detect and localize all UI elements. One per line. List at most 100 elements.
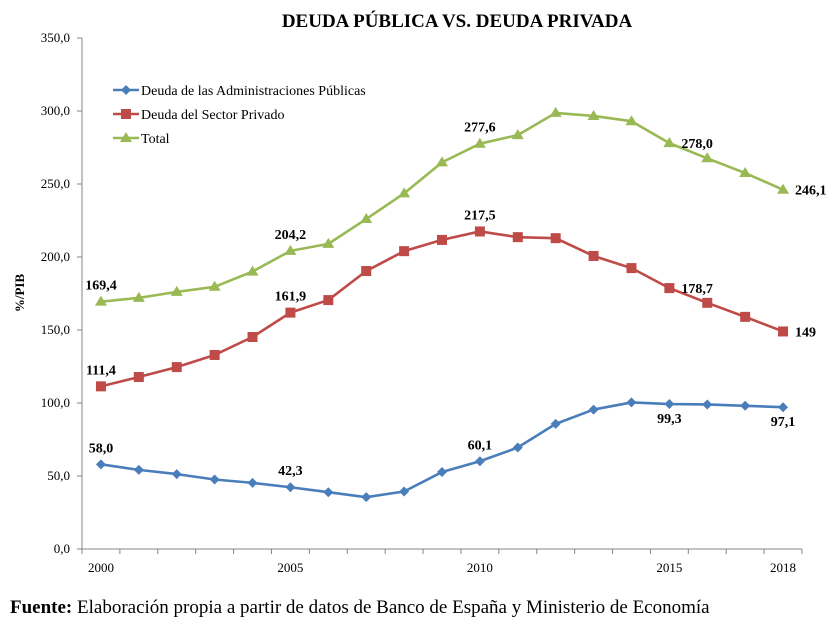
data-point <box>208 280 221 291</box>
data-point <box>399 246 410 257</box>
data-point <box>285 307 296 318</box>
chart-title: DEUDA PÚBLICA VS. DEUDA PRIVADA <box>282 10 633 32</box>
data-point <box>209 349 220 360</box>
legend-label: Deuda del Sector Privado <box>141 108 284 123</box>
data-point <box>512 232 523 243</box>
data-point <box>473 137 486 148</box>
y-axis-label: %/PIB <box>12 274 27 313</box>
source-note: Fuente: Elaboración propia a partir de d… <box>10 597 710 619</box>
data-point <box>626 263 637 274</box>
data-point <box>361 266 372 277</box>
x-tick-label: 2018 <box>770 560 796 575</box>
data-point <box>437 234 447 245</box>
data-label: 111,4 <box>86 363 116 378</box>
y-tick-label: 350,0 <box>41 30 70 45</box>
data-point <box>474 226 485 237</box>
data-point <box>701 152 714 163</box>
y-tick-label: 100,0 <box>41 395 70 410</box>
data-label: 277,6 <box>464 121 496 136</box>
data-point <box>664 399 675 410</box>
series-public-debt <box>95 397 789 503</box>
data-label: 149 <box>795 325 816 340</box>
data-point <box>170 285 183 296</box>
data-label: 58,0 <box>89 441 114 456</box>
data-point <box>322 237 335 248</box>
data-point <box>284 244 297 255</box>
data-point <box>664 283 675 294</box>
data-label: 60,1 <box>468 438 493 453</box>
data-point <box>398 187 411 198</box>
data-label: 178,7 <box>681 282 713 297</box>
data-point <box>95 381 106 392</box>
y-tick-label: 150,0 <box>41 322 70 337</box>
data-label: 204,2 <box>275 228 307 243</box>
data-point <box>739 167 752 178</box>
legend-item: Total <box>113 132 170 147</box>
series-line <box>100 230 784 388</box>
y-tick-label: 200,0 <box>41 249 70 264</box>
legend-label: Deuda de las Administraciones Públicas <box>141 84 366 99</box>
legend-marker-triangle-icon <box>120 132 132 142</box>
data-point <box>133 464 144 475</box>
source-label: Fuente: <box>10 597 73 618</box>
data-point <box>95 459 106 470</box>
data-point <box>360 213 373 224</box>
line-chart: DEUDA PÚBLICA VS. DEUDA PRIVADA %/PIB 0,… <box>12 10 827 575</box>
data-point <box>663 137 676 148</box>
data-point <box>702 399 713 410</box>
data-label: 161,9 <box>275 290 307 305</box>
data-label: 42,3 <box>278 464 303 479</box>
data-point <box>549 106 562 117</box>
data-point <box>133 372 144 383</box>
data-point <box>550 418 561 429</box>
y-tick-label: 250,0 <box>41 176 70 191</box>
legend-label: Total <box>141 132 170 147</box>
data-point <box>209 474 220 485</box>
legend: Deuda de las Administraciones Públicas De… <box>113 84 366 147</box>
data-point <box>588 404 599 415</box>
data-point <box>626 397 637 408</box>
data-point <box>550 233 561 244</box>
data-labels: 58,0 42,3 60,1 99,3 97,1 111,4 161,9 217,5 178,7… <box>85 121 826 480</box>
data-point <box>625 115 638 126</box>
legend-item: Deuda de las Administraciones Públicas <box>113 84 366 99</box>
data-point <box>285 482 296 493</box>
x-tick-label: 2015 <box>656 560 682 575</box>
axes: 0,0 50,0 100,0 150,0 200,0 250,0 300,0 350,0 200… <box>41 30 803 575</box>
y-tick-label: 0,0 <box>54 541 70 556</box>
data-point <box>587 109 600 120</box>
data-point <box>436 156 448 167</box>
data-label: 169,4 <box>85 279 117 294</box>
series-private-debt <box>95 226 789 392</box>
data-point <box>247 332 258 343</box>
data-point <box>778 326 789 337</box>
y-tick-label: 50,0 <box>47 468 70 483</box>
legend-marker-square-icon <box>121 109 131 119</box>
data-point <box>777 183 790 194</box>
data-point <box>588 250 599 261</box>
data-point <box>778 402 789 413</box>
data-point <box>511 129 524 140</box>
data-point <box>132 291 145 302</box>
data-point <box>740 311 751 322</box>
data-point <box>247 477 258 488</box>
data-label: 99,3 <box>657 412 682 427</box>
data-label: 278,0 <box>681 137 713 152</box>
source-text: Elaboración propia a partir de datos de … <box>72 597 710 618</box>
x-tick-label: 2005 <box>277 560 303 575</box>
data-label: 246,1 <box>795 184 827 199</box>
data-label: 217,5 <box>464 208 496 223</box>
data-point <box>323 487 334 498</box>
data-point <box>171 362 182 373</box>
y-tick-label: 300,0 <box>41 103 70 118</box>
x-tick-label: 2010 <box>467 560 493 575</box>
legend-marker-diamond-icon <box>121 85 131 95</box>
data-point <box>171 469 182 480</box>
data-label: 97,1 <box>771 415 796 430</box>
data-point <box>474 456 485 467</box>
data-point <box>323 295 334 306</box>
x-tick-label: 2000 <box>88 560 114 575</box>
data-point <box>512 442 523 453</box>
series-layer <box>94 106 790 503</box>
data-point <box>246 265 259 276</box>
